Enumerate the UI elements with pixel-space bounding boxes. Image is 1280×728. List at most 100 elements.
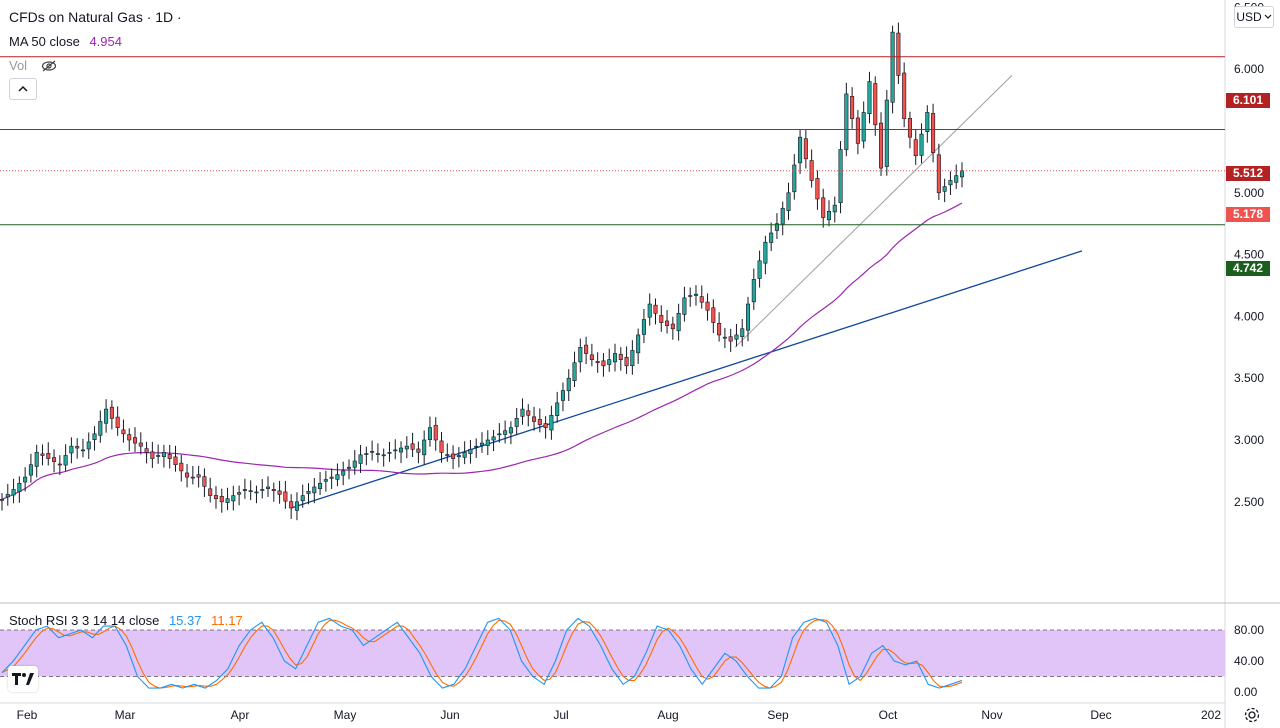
candle bbox=[815, 170, 820, 210]
candle bbox=[526, 404, 531, 427]
candle bbox=[867, 71, 872, 124]
legend-stoch-rsi[interactable]: Stoch RSI 3 3 14 14 close 15.37 11.17 bbox=[9, 613, 249, 628]
candle bbox=[624, 346, 629, 374]
candle bbox=[248, 480, 253, 501]
candle bbox=[850, 87, 855, 129]
candle bbox=[884, 89, 889, 176]
candle bbox=[543, 416, 548, 439]
candle bbox=[104, 399, 109, 433]
candle bbox=[399, 441, 404, 464]
candle bbox=[769, 222, 774, 252]
candle bbox=[792, 154, 797, 200]
candle bbox=[138, 432, 143, 455]
legend-stoch-label: Stoch RSI 3 3 14 14 close bbox=[9, 613, 160, 628]
candle bbox=[786, 182, 791, 220]
candle bbox=[584, 336, 589, 365]
legend-ma[interactable]: MA 50 close 4.954 bbox=[9, 34, 128, 49]
currency-label: USD bbox=[1236, 10, 1262, 24]
candle bbox=[503, 420, 508, 444]
candle bbox=[161, 444, 166, 468]
candle bbox=[167, 444, 172, 469]
candle bbox=[312, 478, 317, 504]
collapse-legend-button[interactable] bbox=[9, 78, 37, 100]
legend-symbol: CFDs on Natural Gas · 1D · bbox=[9, 9, 182, 25]
candle bbox=[98, 410, 103, 443]
hidden-eye-icon[interactable] bbox=[41, 60, 57, 72]
legend-stoch-d: 11.17 bbox=[211, 613, 243, 628]
stoch-y-tick-label: 40.00 bbox=[1234, 654, 1264, 668]
candle bbox=[375, 443, 380, 463]
candle bbox=[46, 442, 51, 466]
candle bbox=[948, 171, 953, 195]
candle bbox=[474, 438, 479, 458]
y-tick-label: 2.500 bbox=[1234, 495, 1264, 509]
candle bbox=[271, 482, 276, 502]
candle bbox=[636, 328, 641, 364]
candle bbox=[23, 467, 28, 492]
candle bbox=[740, 319, 745, 347]
major-trendline[interactable] bbox=[290, 250, 1083, 509]
candle bbox=[17, 476, 22, 503]
candle bbox=[28, 453, 33, 483]
x-tick-label: Feb bbox=[17, 708, 38, 722]
candle bbox=[693, 285, 699, 306]
candle bbox=[925, 105, 930, 143]
candle bbox=[844, 82, 849, 157]
candle bbox=[821, 188, 826, 228]
candle bbox=[300, 484, 305, 508]
candle bbox=[659, 305, 664, 332]
candle bbox=[34, 444, 39, 478]
candle bbox=[931, 103, 936, 163]
candle bbox=[208, 477, 213, 503]
candle bbox=[306, 483, 311, 505]
chevron-down-icon bbox=[1264, 14, 1272, 19]
candle bbox=[537, 408, 542, 433]
x-tick-label: Oct bbox=[879, 708, 898, 722]
x-tick-label: Sep bbox=[767, 708, 789, 722]
candle bbox=[358, 444, 363, 473]
candle bbox=[57, 455, 62, 476]
candle bbox=[676, 303, 681, 341]
candle bbox=[445, 443, 450, 462]
x-tick-label: Mar bbox=[115, 708, 136, 722]
candle bbox=[63, 444, 68, 472]
settings-gear-icon[interactable] bbox=[1242, 705, 1262, 725]
candle bbox=[144, 441, 149, 464]
x-tick-label: 202 bbox=[1201, 708, 1221, 722]
candle bbox=[826, 200, 832, 227]
candle bbox=[508, 421, 513, 445]
candle bbox=[156, 444, 161, 464]
legend-vol[interactable]: Vol bbox=[9, 58, 57, 73]
candle bbox=[890, 25, 895, 114]
y-tick-label: 3.000 bbox=[1234, 433, 1264, 447]
candle bbox=[370, 440, 375, 461]
candle bbox=[555, 391, 560, 423]
candle bbox=[959, 162, 965, 188]
candle bbox=[265, 476, 271, 497]
candle bbox=[381, 448, 386, 467]
candle bbox=[456, 447, 461, 468]
candle bbox=[780, 201, 785, 236]
tradingview-logo[interactable] bbox=[8, 666, 38, 692]
currency-selector[interactable]: USD bbox=[1234, 6, 1274, 28]
candle bbox=[69, 437, 74, 464]
candle bbox=[225, 487, 230, 511]
candle bbox=[80, 438, 85, 458]
candle bbox=[335, 463, 340, 487]
candle bbox=[711, 299, 716, 334]
candle bbox=[294, 492, 299, 521]
candle bbox=[861, 101, 866, 149]
minor-trendline[interactable] bbox=[734, 75, 1013, 348]
candle bbox=[873, 76, 878, 136]
candle bbox=[612, 343, 618, 372]
last-price-tag: 5.178 bbox=[1226, 207, 1270, 222]
candle bbox=[190, 465, 195, 485]
candle bbox=[323, 470, 328, 492]
candle bbox=[665, 310, 670, 334]
candle bbox=[277, 480, 282, 504]
candle bbox=[722, 327, 727, 349]
candle bbox=[173, 445, 178, 472]
candle bbox=[838, 141, 843, 214]
y-tick-label: 4.000 bbox=[1234, 309, 1264, 323]
